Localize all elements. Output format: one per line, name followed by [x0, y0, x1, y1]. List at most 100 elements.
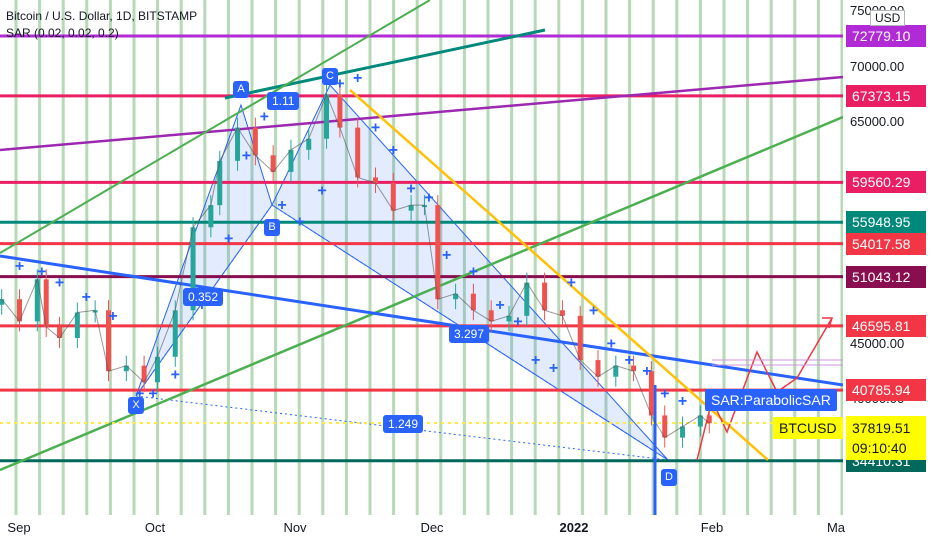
sar-point: + — [389, 142, 398, 159]
candle-body — [488, 310, 494, 322]
pattern-ratio: 0.352 — [183, 288, 224, 306]
candle-body — [0, 299, 5, 305]
currency-badge[interactable]: USD — [870, 10, 906, 26]
candle-body — [17, 299, 22, 322]
candle-body — [697, 415, 703, 427]
trendline-purple[interactable] — [0, 75, 844, 152]
pattern-ratio: 1.249 — [383, 415, 424, 433]
candle-body — [706, 415, 712, 424]
pattern-point-d: D — [661, 469, 677, 486]
candle-body — [306, 138, 312, 150]
sar-point: + — [335, 75, 344, 92]
pattern-xb — [135, 204, 273, 397]
candle-body — [613, 365, 619, 377]
time-tick-label: Sep — [7, 520, 31, 535]
current-price-label: 37819.51 09:10:40 — [846, 416, 926, 460]
price-tick-label: 65000.00 — [850, 114, 905, 130]
trend-lines[interactable] — [0, 0, 844, 515]
candle-body — [270, 155, 276, 172]
price-tick-label: 70000.00 — [850, 58, 905, 74]
pattern-point-a: A — [233, 81, 249, 98]
price-line — [0, 93, 710, 439]
bar-countdown: 09:10:40 — [852, 440, 907, 456]
price-tick-label: 45000.00 — [850, 335, 905, 351]
sar-point: + — [317, 183, 326, 200]
sar-point: + — [37, 264, 46, 281]
candle-body — [324, 94, 330, 139]
sar-point: + — [295, 214, 304, 231]
trendline-green-upper[interactable] — [0, 0, 431, 254]
price-levels[interactable] — [0, 34, 843, 463]
time-tick-label: Nov — [283, 520, 307, 535]
sar-point: + — [406, 181, 415, 198]
level-price-label[interactable]: 40785.94 — [846, 379, 926, 402]
pattern-ratio: 1.11 — [267, 92, 300, 110]
time-tick-label: Dec — [420, 520, 444, 535]
candle-body — [595, 360, 601, 377]
candle-body — [235, 127, 241, 161]
candle-body — [453, 293, 459, 300]
current-price: 37819.51 — [852, 420, 911, 436]
level-price-label[interactable]: 55948.95 — [846, 211, 926, 234]
sar-point: + — [277, 197, 286, 214]
time-tick-label: Feb — [700, 520, 724, 535]
sar-point: + — [148, 385, 157, 402]
level-price-label[interactable]: 72779.10 — [846, 24, 926, 47]
candle-body — [106, 310, 111, 372]
sar-point: + — [108, 308, 117, 325]
time-tick-label: 2022 — [559, 520, 589, 535]
candle-body — [577, 315, 583, 361]
sar-point: + — [15, 258, 24, 275]
sar-point: + — [642, 363, 651, 380]
sar-point: + — [371, 120, 380, 137]
candle-body — [662, 415, 668, 438]
candle-body — [337, 94, 343, 128]
sar-point: + — [469, 264, 478, 281]
sar-point: + — [242, 147, 251, 164]
trendline-blue[interactable] — [0, 254, 844, 387]
sar-point: + — [224, 230, 233, 247]
candle-body — [43, 279, 49, 327]
sar-series[interactable]: ++++++++++++++++++++++++++++++++++++ — [0, 70, 687, 410]
candle-body — [524, 282, 530, 316]
indicator-label: SAR (0.02, 0.02, 0.2) — [6, 26, 119, 40]
pattern-point-b: B — [264, 219, 280, 236]
level-price-label[interactable]: 46595.81 — [846, 314, 926, 337]
trendline-teal[interactable] — [224, 28, 546, 100]
candle-body — [208, 205, 214, 228]
level-price-label[interactable]: 67373.15 — [846, 84, 926, 107]
sar-point: + — [567, 275, 576, 292]
pattern-ratio: 3.297 — [449, 325, 490, 343]
sar-point: + — [495, 297, 504, 314]
time-axis[interactable] — [0, 515, 932, 550]
sar-tag: SAR:ParabolicSAR — [705, 389, 837, 411]
candle-body — [252, 127, 258, 156]
level-price-label[interactable]: 51043.12 — [846, 265, 926, 288]
candle-body — [172, 310, 178, 357]
time-tick-label: Ma — [826, 520, 846, 535]
candle-body — [217, 160, 223, 206]
sar-point: + — [135, 385, 144, 402]
level-price-label[interactable]: 54017.58 — [846, 232, 926, 255]
candle-body — [123, 365, 129, 372]
trendline-yellow[interactable] — [349, 89, 769, 461]
pattern-point-c: C — [322, 68, 338, 85]
sar-point: + — [82, 289, 91, 306]
projection-arrow — [822, 317, 834, 329]
sar-point: + — [678, 393, 687, 410]
level-price-label[interactable]: 59560.29 — [846, 171, 926, 194]
sar-point: + — [660, 385, 669, 402]
sar-point: + — [353, 70, 362, 87]
sar-point: + — [607, 336, 616, 353]
candle-body — [57, 326, 63, 338]
candle-body — [435, 205, 441, 300]
harmonic-pattern[interactable] — [135, 84, 669, 461]
candle-body — [373, 177, 378, 183]
sar-point: + — [513, 313, 522, 330]
sar-point: + — [531, 352, 540, 369]
pattern-point-x: X — [128, 397, 144, 414]
candle-body — [74, 312, 80, 338]
candle-body — [559, 310, 565, 316]
sar-point: + — [589, 302, 598, 319]
